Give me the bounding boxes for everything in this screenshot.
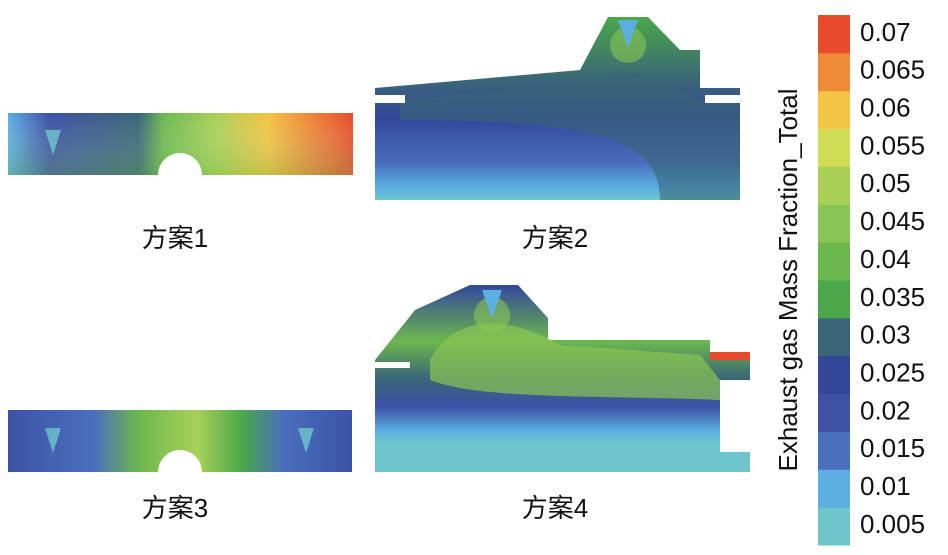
colorbar: 0.005 0.01 0.015 0.02 0.025 0.03 0.035 0.04 0.04…: [818, 15, 925, 546]
colorbar-band: [818, 507, 850, 546]
colorbar-tick-label: 0.065: [860, 55, 925, 85]
panel-label: 方案3: [142, 493, 208, 523]
colorbar-tick-label: 0.055: [860, 130, 925, 160]
colorbar-band: [818, 393, 850, 432]
colorbar-band: [818, 242, 850, 281]
colorbar-tick-label: 0.03: [860, 320, 911, 350]
colorbar-band: [818, 469, 850, 508]
colorbar-title: Exhaust gas Mass Fraction_Total: [773, 89, 803, 472]
colorbar-tick-label: 0.05: [860, 168, 911, 198]
panel-label: 方案1: [142, 223, 208, 253]
contour-panel: [375, 285, 750, 472]
panel-label: 方案2: [522, 223, 588, 253]
colorbar-band: [818, 128, 850, 167]
colorbar-tick-label: 0.005: [860, 509, 925, 539]
colorbar-band: [818, 355, 850, 395]
colorbar-tick-label: 0.06: [860, 93, 911, 123]
colorbar-tick-label: 0.045: [860, 206, 925, 236]
colorbar-band: [818, 52, 850, 92]
colorbar-tick-label: 0.015: [860, 433, 925, 463]
colorbar-tick-label: 0.04: [860, 244, 911, 274]
panel-label: 方案4: [522, 493, 588, 523]
colorbar-tick-label: 0.02: [860, 395, 911, 425]
colorbar-tick-label: 0.035: [860, 282, 925, 312]
colorbar-band: [818, 280, 850, 319]
colorbar-band: [818, 204, 850, 243]
colorbar-tick-label: 0.01: [860, 471, 911, 501]
colorbar-tick-label: 0.025: [860, 358, 925, 388]
colorbar-band: [818, 431, 850, 470]
colorbar-band: [818, 166, 850, 205]
colorbar-band: [818, 317, 850, 357]
colorbar-band: [818, 90, 850, 130]
colorbar-tick-label: 0.07: [860, 17, 911, 47]
contour-panel: [8, 113, 353, 175]
contour-panel: [375, 17, 740, 200]
colorbar-band: [818, 15, 850, 54]
contour-panel: [8, 410, 352, 472]
